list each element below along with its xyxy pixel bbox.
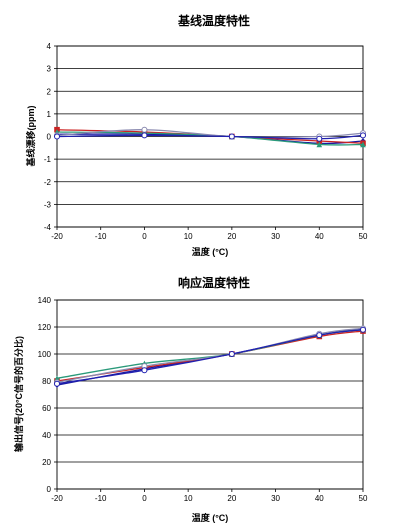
x-tick-label: 50 — [359, 232, 368, 241]
y-tick-label: 120 — [38, 323, 52, 332]
data-point — [141, 132, 148, 139]
chart-title: 响应温度特性 — [178, 275, 250, 290]
x-axis-label: 温度 (°C) — [192, 512, 229, 523]
series-group — [54, 326, 366, 387]
y-tick-label: -1 — [44, 155, 52, 164]
x-tick-label: 40 — [315, 232, 324, 241]
y-tick-label: 40 — [42, 431, 51, 440]
y-tick-label: 60 — [42, 404, 51, 413]
x-tick-label: -10 — [95, 494, 107, 503]
y-tick-label: 4 — [47, 42, 52, 51]
y-tick-label: 20 — [42, 458, 51, 467]
data-point — [360, 132, 366, 139]
y-tick-label: 140 — [38, 296, 52, 305]
y-tick-label: 80 — [42, 377, 51, 386]
plot-frame — [56, 299, 364, 490]
series-group — [54, 132, 366, 142]
y-tick-label: -3 — [44, 200, 52, 209]
x-tick-label: -20 — [51, 494, 63, 503]
x-tick-label: 20 — [227, 232, 236, 241]
y-tick-label: -2 — [44, 178, 52, 187]
data-point — [141, 126, 148, 133]
y-tick-label: 3 — [47, 65, 52, 74]
y-tick-label: 100 — [38, 350, 52, 359]
response-chart-svg: 响应温度特性 0 20 40 60 80 100 120 140 -20 -10 0 10 20 30 40… — [13, 275, 368, 523]
x-tick-label: 0 — [142, 494, 147, 503]
x-tick-label: 50 — [359, 494, 368, 503]
x-tick-label: -10 — [95, 232, 107, 241]
data-point — [141, 367, 148, 374]
x-tick-label: 0 — [142, 232, 147, 241]
y-tick-label: 1 — [47, 110, 52, 119]
plot-area — [57, 300, 363, 489]
response-temperature-chart: 响应温度特性 0 20 40 60 80 100 120 140 -20 -10 0 10 20 30 40… — [0, 262, 400, 527]
y-tick-label: 0 — [47, 133, 52, 142]
x-tick-label: 10 — [184, 232, 193, 241]
x-tick-label: 30 — [271, 232, 280, 241]
data-point — [316, 332, 323, 339]
data-point — [54, 380, 60, 387]
x-axis-label: 温度 (°C) — [192, 246, 229, 257]
chart-title: 基线温度特性 — [177, 13, 250, 28]
x-tick-label: 30 — [271, 494, 280, 503]
baseline-temperature-chart: 基线温度特性 -4 -3 -2 -1 0 1 2 3 4 -20 -10 0 10 20 30 40 50 温度… — [0, 0, 400, 262]
data-point — [360, 326, 366, 333]
x-tick-label: 40 — [315, 494, 324, 503]
data-point — [228, 133, 235, 140]
y-axis-label: 基线漂移(ppm) — [25, 106, 36, 168]
data-point — [228, 351, 235, 357]
x-tick-label: 10 — [184, 494, 193, 503]
y-tick-label: -4 — [44, 223, 52, 232]
data-point — [316, 141, 323, 148]
y-axis-label: 输出信号(20°C信号的百分比) — [13, 336, 24, 452]
y-tick-label: 2 — [47, 87, 52, 96]
data-point — [360, 141, 366, 148]
x-tick-label: 20 — [227, 494, 236, 503]
data-point — [316, 135, 323, 142]
y-tick-label: 0 — [47, 485, 52, 494]
x-tick-label: -20 — [51, 232, 63, 241]
data-point — [54, 133, 60, 140]
